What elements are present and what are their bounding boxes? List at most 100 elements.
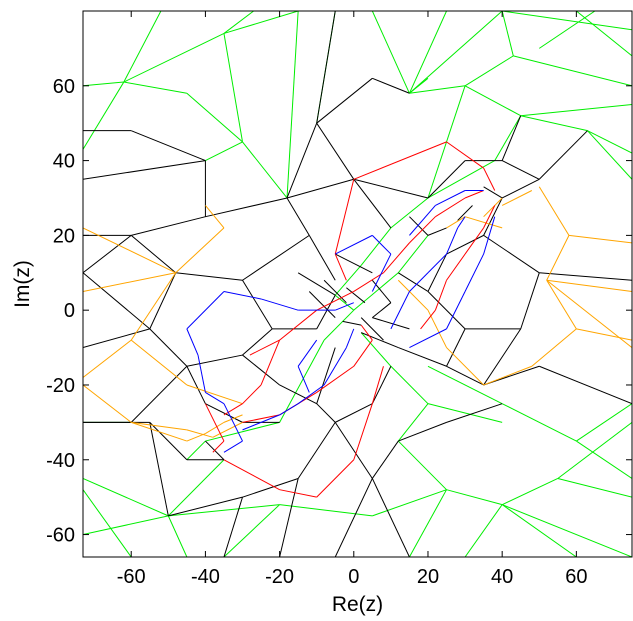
- green-edge: [587, 130, 632, 180]
- green-edge: [557, 477, 632, 498]
- red-edge: [360, 324, 373, 341]
- green-edge: [167, 459, 225, 517]
- orange-edge: [131, 421, 187, 431]
- black-edge: [316, 294, 336, 330]
- orange-edge: [446, 347, 484, 386]
- black-edge: [409, 216, 429, 236]
- green-edge: [576, 403, 632, 442]
- green-edge: [83, 81, 125, 150]
- black-edge: [83, 272, 151, 330]
- black-edge: [186, 366, 206, 404]
- black-edge: [316, 122, 355, 180]
- black-edge: [286, 197, 310, 236]
- green-edge: [397, 440, 447, 491]
- orange-edge: [130, 272, 177, 341]
- green-edge: [464, 504, 503, 557]
- orange-edge: [83, 384, 132, 423]
- orange-edge: [223, 414, 243, 423]
- blue-edge: [335, 234, 373, 255]
- red-edge: [483, 167, 496, 191]
- green-edge: [334, 294, 355, 311]
- orange-edge: [83, 272, 176, 292]
- red-edge: [212, 440, 225, 453]
- green-edge: [286, 11, 299, 199]
- black-edge: [342, 320, 362, 326]
- orange-edge: [205, 205, 225, 229]
- blue-edge: [186, 291, 225, 330]
- green-edge: [501, 11, 514, 56]
- orange-edge: [83, 227, 176, 274]
- orange-edge: [546, 279, 632, 292]
- red-edge: [316, 291, 355, 311]
- black-edge: [242, 328, 273, 356]
- red-edge: [435, 197, 466, 218]
- orange-edge: [397, 279, 429, 311]
- black-edge: [83, 160, 206, 180]
- black-edge: [539, 272, 632, 281]
- orange-edge: [175, 227, 225, 274]
- green-edge: [83, 489, 132, 557]
- orange-edge: [446, 216, 466, 229]
- red-edge: [464, 227, 485, 255]
- orange-edge: [186, 433, 206, 442]
- black-edge: [372, 317, 410, 330]
- green-edge: [390, 365, 429, 405]
- red-edge: [223, 403, 243, 416]
- green-edge: [427, 403, 503, 423]
- green-edge: [409, 77, 429, 94]
- black-edge: [538, 130, 588, 180]
- green-edge: [205, 141, 243, 162]
- red-edge: [316, 459, 355, 498]
- black-edge: [427, 160, 466, 199]
- red-edge: [279, 309, 318, 341]
- orange-edge: [546, 235, 570, 281]
- red-edge: [242, 414, 280, 423]
- black-edge: [149, 272, 177, 330]
- black-edge: [483, 328, 522, 386]
- black-edge: [335, 403, 373, 423]
- orange-edge: [131, 421, 188, 442]
- green-edge: [205, 421, 280, 442]
- blue-edge: [335, 302, 354, 311]
- blue-edge: [223, 290, 262, 300]
- black-edge: [308, 291, 336, 319]
- black-edge: [316, 77, 373, 124]
- black-edge: [149, 422, 188, 461]
- green-edge: [223, 504, 280, 557]
- black-edge: [520, 272, 540, 330]
- red-edge: [446, 253, 466, 281]
- green-edge: [390, 197, 429, 229]
- black-edge: [371, 366, 392, 404]
- x-tick-label: 40: [491, 566, 513, 588]
- green-edge: [408, 11, 447, 94]
- black-edge: [334, 422, 373, 479]
- black-edge: [483, 186, 503, 199]
- black-edge: [242, 477, 299, 498]
- black-edge: [279, 384, 317, 405]
- black-edge: [286, 178, 354, 199]
- black-edge: [323, 279, 347, 304]
- blue-edge: [427, 253, 447, 274]
- black-edge: [297, 272, 336, 296]
- black-edge: [446, 403, 503, 423]
- black-edge: [131, 216, 206, 236]
- green-edge: [409, 11, 503, 94]
- black-edge: [205, 197, 288, 218]
- green-edge: [397, 403, 429, 442]
- green-edge: [223, 33, 243, 142]
- green-edge: [186, 92, 243, 143]
- blue-edge: [297, 339, 318, 367]
- red-edge: [371, 366, 384, 404]
- blue-edge: [223, 440, 243, 453]
- green-edge: [501, 478, 559, 506]
- y-tick-label: 0: [64, 300, 75, 322]
- black-edge: [457, 205, 473, 221]
- black-edge: [427, 291, 466, 330]
- green-edge: [409, 85, 466, 94]
- series-black: [83, 11, 632, 557]
- green-edge: [360, 227, 392, 266]
- orange-edge: [205, 421, 225, 435]
- green-edge: [576, 11, 632, 57]
- black-edge: [335, 253, 373, 274]
- x-tick-label: -40: [191, 566, 220, 588]
